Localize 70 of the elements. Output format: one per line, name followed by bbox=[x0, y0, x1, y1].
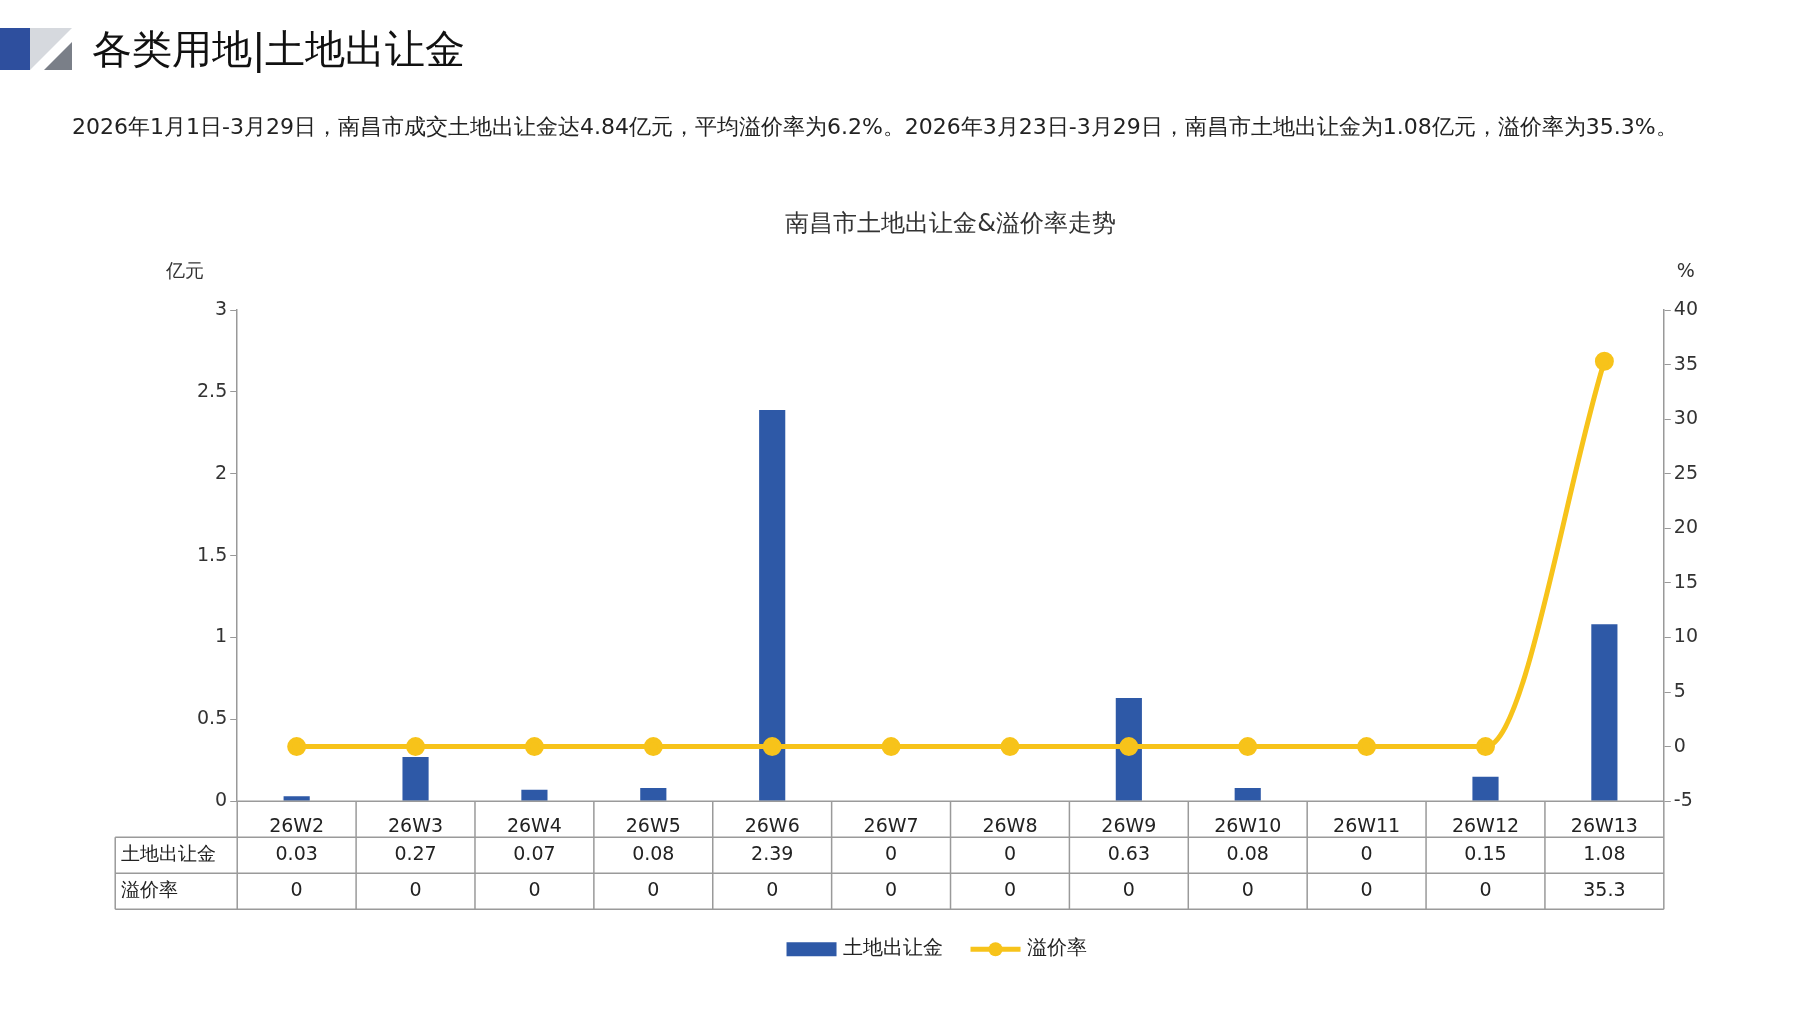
y-tick-label: 1.5 bbox=[197, 542, 228, 565]
data-label: 0 bbox=[1241, 878, 1254, 901]
y2-tick-label: 40 bbox=[1673, 296, 1699, 319]
text: 土地出让金 bbox=[121, 842, 217, 865]
data-label: 0 bbox=[1003, 878, 1017, 901]
data-label: 0 bbox=[647, 878, 660, 901]
bar bbox=[1591, 624, 1618, 801]
data-label: 0.27 bbox=[394, 842, 437, 865]
data-label: 0 bbox=[766, 878, 779, 901]
y-tick-label: 1 bbox=[215, 624, 228, 647]
data-label: 0 bbox=[409, 878, 422, 901]
data-label: 0 bbox=[528, 878, 541, 901]
y2-tick-label: 5 bbox=[1673, 678, 1686, 701]
text: 溢价率 bbox=[121, 878, 179, 901]
y-tick-label: 0.5 bbox=[197, 706, 228, 729]
y-tick-label: 2 bbox=[215, 460, 228, 483]
bar bbox=[1234, 788, 1261, 801]
y2-tick-label: 30 bbox=[1673, 406, 1699, 429]
x-tick-label: 26W6 bbox=[744, 813, 800, 836]
data-label: 0 bbox=[885, 878, 898, 901]
y-axis-title: 亿元 bbox=[165, 258, 205, 281]
data-label: 0.03 bbox=[275, 842, 318, 865]
text: 各类用地|土地出让金 bbox=[92, 25, 466, 75]
y-tick-label: 2.5 bbox=[197, 378, 228, 401]
data-label: 2.39 bbox=[751, 842, 794, 865]
legend-label: 溢价率 bbox=[1026, 935, 1087, 960]
y2-tick-label: 35 bbox=[1673, 351, 1699, 374]
y-tick-label: 0 bbox=[215, 788, 228, 811]
x-tick-label: 26W11 bbox=[1333, 813, 1401, 836]
data-label: 1.08 bbox=[1583, 842, 1626, 865]
bar bbox=[1472, 776, 1499, 801]
chart-title: 南昌市土地出让金&溢价率走势 bbox=[785, 209, 1116, 238]
legend-label: 土地出让金 bbox=[842, 935, 943, 960]
bar bbox=[283, 796, 310, 801]
data-label: 0.63 bbox=[1107, 842, 1150, 865]
y2-tick-label: 15 bbox=[1673, 569, 1699, 592]
data-label: 0 bbox=[290, 878, 303, 901]
data-label: 0.15 bbox=[1464, 842, 1507, 865]
x-tick-label: 26W10 bbox=[1214, 813, 1282, 836]
x-tick-label: 26W3 bbox=[388, 813, 444, 836]
y2-axis-title: % bbox=[1676, 258, 1695, 281]
bar bbox=[521, 789, 548, 801]
y-tick-label: 3 bbox=[215, 296, 228, 319]
y2-tick-label: -5 bbox=[1673, 788, 1693, 811]
data-label: 0 bbox=[1479, 878, 1492, 901]
y2-tick-label: 20 bbox=[1673, 515, 1699, 538]
y2-tick-label: 25 bbox=[1673, 460, 1699, 483]
data-label: 0.08 bbox=[1226, 842, 1269, 865]
y2-tick-label: 0 bbox=[1673, 733, 1686, 756]
x-tick-label: 26W7 bbox=[863, 813, 919, 836]
bar bbox=[402, 756, 429, 801]
data-label: 0 bbox=[885, 842, 898, 865]
data-label: 0 bbox=[1360, 842, 1373, 865]
data-label: 0 bbox=[1360, 878, 1373, 901]
x-tick-label: 26W2 bbox=[269, 813, 325, 836]
chart-subtitle: 2026年1月1日-3月29日，南昌市成交土地出让金达4.84亿元，平均溢价率为6.2%。2026年3月23日-3月29日，南昌市土地出让金为1.08亿元，溢价率为35.3%。 bbox=[72, 113, 1679, 141]
x-tick-label: 26W9 bbox=[1101, 813, 1157, 836]
data-label: 35.3 bbox=[1583, 878, 1626, 901]
bar bbox=[640, 788, 667, 801]
data-label: 0.08 bbox=[632, 842, 675, 865]
data-label: 0 bbox=[1122, 878, 1135, 901]
x-tick-label: 26W5 bbox=[625, 813, 681, 836]
y2-tick-label: 10 bbox=[1673, 624, 1699, 647]
x-tick-label: 26W8 bbox=[982, 813, 1038, 836]
x-tick-label: 26W13 bbox=[1570, 813, 1638, 836]
x-tick-label: 26W4 bbox=[506, 813, 562, 836]
x-tick-label: 26W12 bbox=[1451, 813, 1520, 836]
bar bbox=[759, 409, 786, 801]
data-label: 0.07 bbox=[513, 842, 556, 865]
data-label: 0 bbox=[1003, 842, 1017, 865]
